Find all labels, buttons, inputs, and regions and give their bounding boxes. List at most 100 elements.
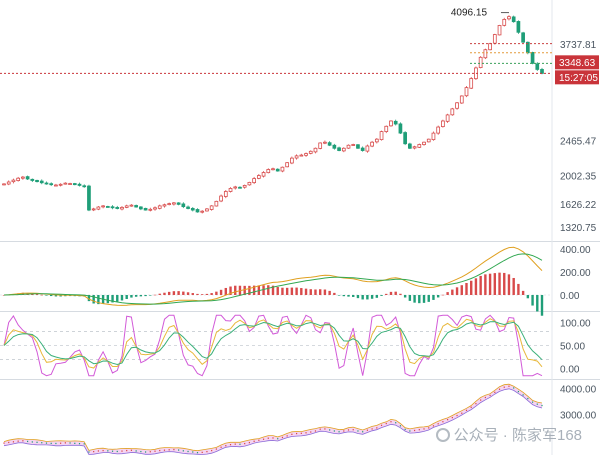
candle-body bbox=[285, 162, 290, 168]
y-tick-label: 3000.00 bbox=[560, 411, 597, 422]
candle-body bbox=[304, 153, 308, 156]
candle-body bbox=[96, 206, 101, 210]
candle-body bbox=[205, 208, 209, 212]
candle-body bbox=[455, 102, 459, 109]
y-tick-label: 4000.00 bbox=[560, 385, 597, 396]
macd-histogram-bar bbox=[422, 294, 426, 303]
macd-histogram-bar bbox=[318, 289, 322, 295]
y-tick-label: 50.00 bbox=[560, 342, 585, 353]
macd-histogram-bar bbox=[97, 294, 100, 305]
macd-histogram-bar bbox=[465, 282, 468, 295]
y-tick-label: 100.00 bbox=[560, 318, 591, 329]
candle-body bbox=[497, 25, 502, 36]
candle-body bbox=[124, 205, 129, 208]
kdj-d-line bbox=[3, 321, 543, 366]
candle-body bbox=[530, 52, 535, 64]
candle-body bbox=[450, 108, 455, 116]
macd-histogram-bar bbox=[45, 294, 48, 296]
candle-body bbox=[44, 182, 49, 185]
macd-histogram-bar bbox=[484, 274, 487, 295]
time-label: 15:27:05 bbox=[559, 73, 598, 84]
watermark: 公众号 · 陈家军168 bbox=[435, 424, 582, 445]
candle-body bbox=[379, 131, 384, 141]
macd-histogram-bar bbox=[64, 294, 67, 297]
macd-histogram-bar bbox=[229, 286, 232, 295]
candle-body bbox=[478, 56, 483, 68]
candle-body bbox=[271, 168, 275, 171]
candle-body bbox=[25, 176, 30, 180]
candle-body bbox=[233, 186, 238, 189]
candle-body bbox=[483, 49, 488, 59]
macd-histogram-bar bbox=[271, 285, 275, 295]
candle-body bbox=[162, 204, 167, 207]
candle-body bbox=[521, 32, 525, 43]
candle-body bbox=[469, 78, 474, 89]
candle-body bbox=[535, 63, 540, 70]
candle-body bbox=[511, 16, 516, 23]
candle-body bbox=[39, 180, 44, 184]
candle-body bbox=[370, 141, 374, 147]
macd-histogram-bar bbox=[144, 294, 147, 297]
candle-body bbox=[393, 120, 398, 125]
candle-body bbox=[318, 142, 323, 149]
macd-histogram-bar bbox=[54, 294, 58, 297]
candle-body bbox=[49, 183, 54, 186]
candle-body bbox=[115, 207, 120, 209]
candle-body bbox=[148, 208, 153, 211]
macd-histogram-bar bbox=[167, 291, 171, 295]
candle-body bbox=[408, 143, 412, 149]
peak-label: 4096.15 bbox=[451, 8, 488, 19]
candle-body bbox=[389, 120, 393, 127]
wechat-icon bbox=[435, 427, 450, 442]
candle-body bbox=[247, 181, 252, 186]
candle-body bbox=[346, 144, 351, 149]
macd-histogram-bar bbox=[333, 292, 336, 295]
candle-body bbox=[266, 169, 271, 174]
candle-body bbox=[398, 123, 403, 134]
macd-histogram-bar bbox=[460, 285, 463, 295]
macd-histogram-bar bbox=[111, 294, 114, 303]
candle-body bbox=[403, 132, 407, 145]
macd-histogram-bar bbox=[158, 293, 161, 295]
candle-body bbox=[176, 202, 181, 205]
kdj-k-line bbox=[3, 318, 543, 369]
candle-body bbox=[431, 132, 436, 141]
macd-dif-line bbox=[3, 246, 543, 306]
macd-histogram-bar bbox=[399, 293, 402, 295]
candle-body bbox=[68, 183, 72, 185]
candle-body bbox=[332, 144, 337, 149]
macd-histogram-bar bbox=[366, 294, 369, 300]
macd-histogram-bar bbox=[219, 289, 223, 295]
candle-body bbox=[167, 203, 172, 206]
candle-body bbox=[77, 183, 82, 186]
macd-histogram-bar bbox=[503, 272, 506, 295]
y-tick-label: 400.00 bbox=[560, 245, 591, 256]
candle-body bbox=[313, 147, 318, 153]
macd-histogram-bar bbox=[314, 289, 317, 295]
macd-histogram-bar bbox=[323, 289, 327, 295]
candle-body bbox=[502, 19, 507, 26]
macd-histogram-bar bbox=[337, 294, 341, 296]
macd-histogram-bar bbox=[285, 287, 289, 295]
macd-histogram-bar bbox=[394, 291, 397, 295]
candle-body bbox=[441, 120, 445, 127]
candle-body bbox=[417, 144, 422, 148]
macd-histogram-bar bbox=[403, 294, 407, 298]
candle-body bbox=[238, 186, 242, 189]
macd-histogram-bar bbox=[59, 294, 62, 297]
candle-body bbox=[365, 145, 370, 152]
macd-histogram-bar bbox=[106, 294, 110, 304]
macd-histogram-bar bbox=[517, 283, 520, 295]
candle-body bbox=[492, 34, 497, 44]
macd-histogram-bar bbox=[370, 294, 374, 299]
macd-histogram-bar bbox=[526, 294, 530, 299]
y-tick-label: 1320.75 bbox=[560, 223, 597, 234]
macd-histogram-bar bbox=[451, 289, 454, 295]
candle-body bbox=[299, 154, 304, 157]
candle-body bbox=[129, 204, 134, 207]
macd-histogram-bar bbox=[347, 294, 350, 297]
candle-body bbox=[120, 207, 124, 210]
candle-body bbox=[21, 176, 25, 179]
candle-body bbox=[157, 205, 162, 209]
macd-histogram-bar bbox=[130, 294, 133, 298]
